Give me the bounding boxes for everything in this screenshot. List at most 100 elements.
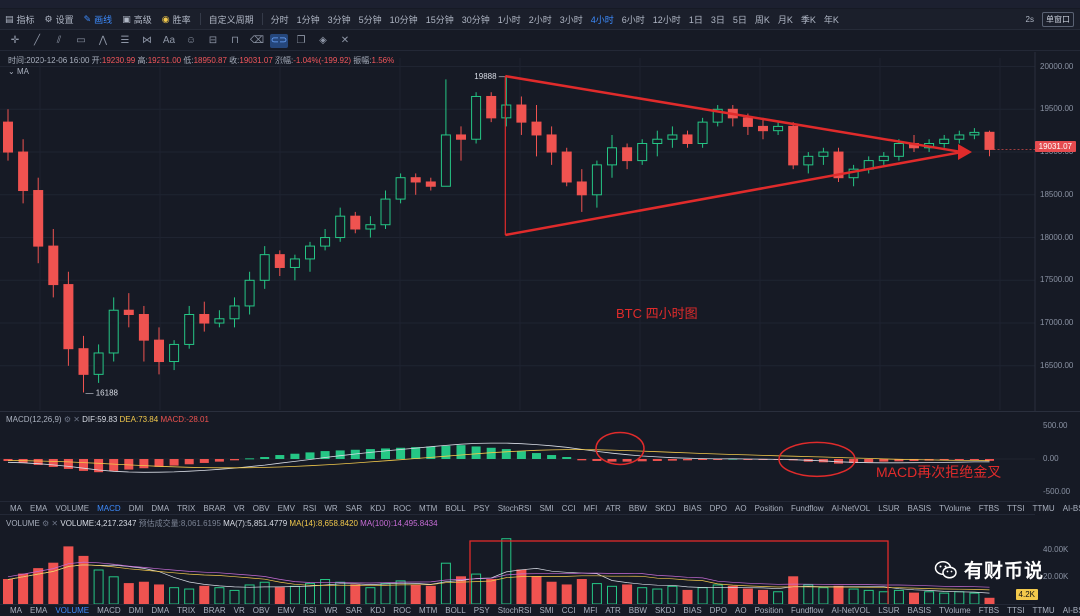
indicator-tab-kdj[interactable]: KDJ — [370, 503, 386, 513]
fibonacci-icon[interactable]: ☰ — [120, 35, 130, 46]
indicator-tab-rsi[interactable]: RSI — [303, 606, 317, 615]
indicator-tab-psy[interactable]: PSY — [473, 503, 490, 513]
timeframe-4[interactable]: 10分钟 — [389, 14, 418, 25]
pattern-icon[interactable]: ⋈ — [142, 35, 152, 46]
indicator-tab-ma[interactable]: MA — [10, 606, 22, 615]
indicator-tab-dpo[interactable]: DPO — [709, 606, 727, 615]
indicator-tab-basis[interactable]: BASIS — [907, 503, 932, 513]
indicator-tab-position[interactable]: Position — [754, 606, 784, 615]
indicator-tab-bias[interactable]: BIAS — [683, 606, 702, 615]
indicator-tab-cci[interactable]: CCI — [561, 606, 576, 615]
indicator-tab-volume[interactable]: VOLUME — [55, 503, 90, 513]
indicator-button[interactable]: ▤ 指标 — [5, 13, 35, 25]
indicator-tab-emv[interactable]: EMV — [277, 606, 295, 615]
indicator-tab-trix[interactable]: TRIX — [177, 503, 196, 513]
winrate-button[interactable]: ◉ 胜率 — [161, 13, 191, 25]
emoji-icon[interactable]: ☺ — [185, 35, 197, 46]
refresh-interval[interactable]: 2s — [1025, 15, 1034, 24]
indicator-tab-boll[interactable]: BOLL — [445, 503, 466, 513]
indicator-tab-cci[interactable]: CCI — [561, 503, 576, 513]
timeframe-9[interactable]: 3小时 — [559, 14, 583, 25]
indicator-tab-sar[interactable]: SAR — [345, 606, 363, 615]
indicator-tab-lsur[interactable]: LSUR — [878, 606, 900, 615]
indicator-tab-atr[interactable]: ATR — [605, 606, 621, 615]
indicator-tab-stochrsi[interactable]: StochRSI — [497, 503, 532, 513]
indicator-tab-bbw[interactable]: BBW — [628, 606, 647, 615]
indicator-tab-vr[interactable]: VR — [233, 606, 245, 615]
indicator-tab-rsi[interactable]: RSI — [303, 503, 317, 513]
text-icon[interactable]: Aa — [162, 35, 176, 46]
ma-legend[interactable]: ⌄ MA — [8, 67, 29, 76]
settings-icon[interactable]: ⚙ ✕ — [42, 519, 61, 528]
indicator-tab-wr[interactable]: WR — [324, 503, 338, 513]
indicator-tab-bbw[interactable]: BBW — [628, 503, 647, 513]
indicator-tab-smi[interactable]: SMI — [539, 606, 554, 615]
indicator-tab-mtm[interactable]: MTM — [419, 503, 438, 513]
timeframe-7[interactable]: 1小时 — [497, 14, 521, 25]
settings-icon[interactable]: ⚙ ✕ — [63, 415, 83, 424]
timeframe-6[interactable]: 30分钟 — [461, 14, 490, 25]
timeframe-11[interactable]: 6小时 — [621, 14, 645, 25]
timeframe-2[interactable]: 3分钟 — [327, 14, 351, 25]
timeframe-14[interactable]: 3日 — [710, 14, 725, 25]
settings-button[interactable]: ⚙ 设置 — [44, 13, 74, 25]
indicator-tab-sar[interactable]: SAR — [345, 503, 363, 513]
draw-button[interactable]: ✎ 画线 — [83, 13, 113, 25]
indicator-tab-roc[interactable]: ROC — [393, 606, 412, 615]
indicator-tab-wr[interactable]: WR — [324, 606, 338, 615]
copy-icon[interactable]: ❐ — [296, 35, 306, 46]
indicator-tab-mfi[interactable]: MFI — [583, 503, 598, 513]
delete-icon[interactable]: ✕ — [340, 35, 350, 46]
indicator-tab-trix[interactable]: TRIX — [177, 606, 196, 615]
indicator-tab-volume[interactable]: VOLUME — [55, 606, 90, 615]
indicator-tab-basis[interactable]: BASIS — [907, 606, 932, 615]
indicator-tab-bias[interactable]: BIAS — [683, 503, 702, 513]
indicator-tab-ao[interactable]: AO — [735, 503, 747, 513]
indicator-tab-fundflow[interactable]: Fundflow — [791, 503, 824, 513]
candlestick-chart[interactable]: 19888 — — 16188 — [0, 52, 1080, 412]
timeframe-12[interactable]: 12小时 — [652, 14, 681, 25]
indicator-tab-ttsi[interactable]: TTSI — [1007, 503, 1025, 513]
indicator-tab-macd[interactable]: MACD — [97, 606, 121, 615]
indicator-tab-position[interactable]: Position — [754, 503, 784, 513]
indicator-tab-mfi[interactable]: MFI — [583, 606, 598, 615]
indicator-tab-smi[interactable]: SMI — [539, 503, 554, 513]
eraser-icon[interactable]: ⌫ — [249, 35, 265, 46]
indicator-tab-tvolume[interactable]: TVolume — [939, 503, 971, 513]
indicator-tab-dmi[interactable]: DMI — [128, 503, 144, 513]
parallel-channel-icon[interactable]: ⫽ — [56, 35, 62, 46]
indicator-tab-ema[interactable]: EMA — [30, 606, 48, 615]
indicator-tab-ftbs[interactable]: FTBS — [978, 503, 1000, 513]
indicator-tab-ai-bsi[interactable]: AI-BSI — [1062, 503, 1080, 513]
indicator-tab-skdj[interactable]: SKDJ — [654, 606, 676, 615]
window-mode-button[interactable]: 单窗口 — [1042, 12, 1074, 27]
indicator-tab-ai-netvol[interactable]: AI-NetVOL — [831, 606, 871, 615]
indicator-tab-brar[interactable]: BRAR — [203, 606, 226, 615]
indicator-tab-vr[interactable]: VR — [233, 503, 245, 513]
timeframe-16[interactable]: 周K — [754, 14, 770, 25]
timeframe-8[interactable]: 2小时 — [528, 14, 552, 25]
indicator-tab-boll[interactable]: BOLL — [445, 606, 466, 615]
indicator-tab-fundflow[interactable]: Fundflow — [791, 606, 824, 615]
indicator-tab-psy[interactable]: PSY — [473, 606, 490, 615]
indicator-tab-obv[interactable]: OBV — [252, 606, 270, 615]
indicator-tab-ema[interactable]: EMA — [30, 503, 48, 513]
crosshair-icon[interactable]: ✛ — [10, 35, 20, 46]
indicator-tab-obv[interactable]: OBV — [252, 503, 270, 513]
timeframe-5[interactable]: 15分钟 — [425, 14, 454, 25]
hide-icon[interactable]: ◈ — [319, 35, 327, 46]
indicator-tab-dpo[interactable]: DPO — [709, 503, 727, 513]
indicator-tab-skdj[interactable]: SKDJ — [654, 503, 676, 513]
timeframe-13[interactable]: 1日 — [688, 14, 703, 25]
timeframe-1[interactable]: 1分钟 — [296, 14, 320, 25]
indicator-tab-tvolume[interactable]: TVolume — [939, 606, 971, 615]
macd-chart[interactable] — [0, 424, 1080, 500]
indicator-tab-ttsi[interactable]: TTSI — [1007, 606, 1025, 615]
indicator-tab-ai-netvol[interactable]: AI-NetVOL — [831, 503, 871, 513]
indicator-tab-ai-bsi[interactable]: AI-BSI — [1062, 606, 1080, 615]
indicator-tab-lsur[interactable]: LSUR — [878, 503, 900, 513]
indicator-tab-ftbs[interactable]: FTBS — [978, 606, 1000, 615]
indicator-tab-kdj[interactable]: KDJ — [370, 606, 386, 615]
indicator-tab-ttmu[interactable]: TTMU — [1032, 503, 1055, 513]
lock-drawings-icon[interactable]: ⊂⊃ — [270, 33, 288, 48]
